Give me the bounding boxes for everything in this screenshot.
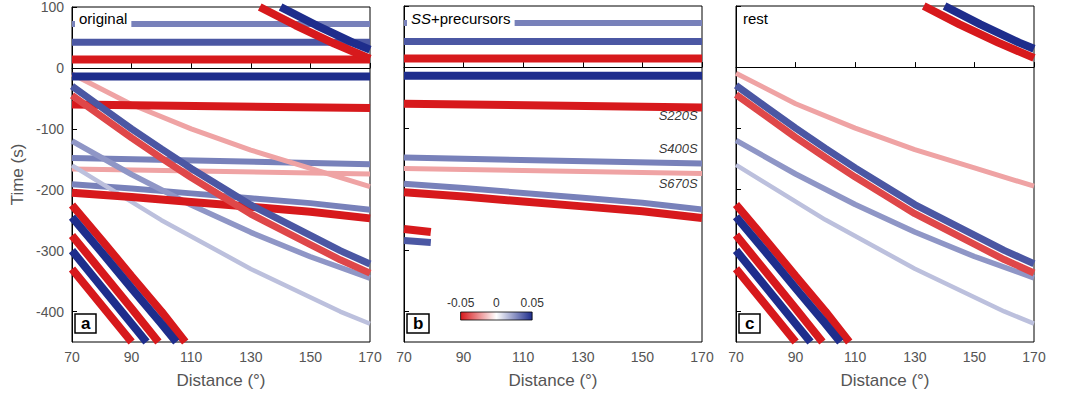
svg-text:170: 170 <box>358 349 382 365</box>
svg-text:100: 100 <box>41 0 65 15</box>
svg-text:150: 150 <box>299 349 323 365</box>
svg-text:-200: -200 <box>36 182 64 198</box>
svg-text:Distance (°): Distance (°) <box>509 371 598 390</box>
svg-text:130: 130 <box>903 349 927 365</box>
svg-text:130: 130 <box>571 349 595 365</box>
svg-text:rest: rest <box>743 10 769 27</box>
svg-text:70: 70 <box>396 349 412 365</box>
svg-text:c: c <box>745 314 754 333</box>
svg-text:-400: -400 <box>36 304 64 320</box>
svg-text:130: 130 <box>239 349 263 365</box>
svg-text:0: 0 <box>493 296 500 310</box>
svg-text:0.05: 0.05 <box>520 296 544 310</box>
svg-text:-0.05: -0.05 <box>447 296 475 310</box>
svg-text:S220S: S220S <box>659 108 698 123</box>
svg-text:Distance (°): Distance (°) <box>841 371 930 390</box>
svg-text:a: a <box>81 314 91 333</box>
svg-text:110: 110 <box>180 349 203 365</box>
svg-text:70: 70 <box>64 349 80 365</box>
svg-text:170: 170 <box>1022 349 1046 365</box>
svg-text:SS: SS <box>411 10 431 27</box>
svg-text:Distance (°): Distance (°) <box>177 371 266 390</box>
svg-text:+precursors: +precursors <box>431 10 511 27</box>
svg-text:-300: -300 <box>36 243 64 259</box>
svg-text:110: 110 <box>512 349 535 365</box>
svg-text:150: 150 <box>631 349 655 365</box>
svg-text:original: original <box>79 10 127 27</box>
svg-text:110: 110 <box>844 349 867 365</box>
svg-text:150: 150 <box>963 349 987 365</box>
svg-text:b: b <box>413 314 423 333</box>
svg-text:90: 90 <box>456 349 472 365</box>
svg-text:0: 0 <box>56 60 64 76</box>
svg-text:70: 70 <box>728 349 744 365</box>
svg-text:S400S: S400S <box>659 141 698 156</box>
svg-text:90: 90 <box>788 349 804 365</box>
svg-text:90: 90 <box>124 349 140 365</box>
svg-text:-100: -100 <box>36 121 64 137</box>
svg-text:170: 170 <box>690 349 714 365</box>
svg-text:S670S: S670S <box>659 176 698 191</box>
svg-text:Time (s): Time (s) <box>8 144 27 206</box>
